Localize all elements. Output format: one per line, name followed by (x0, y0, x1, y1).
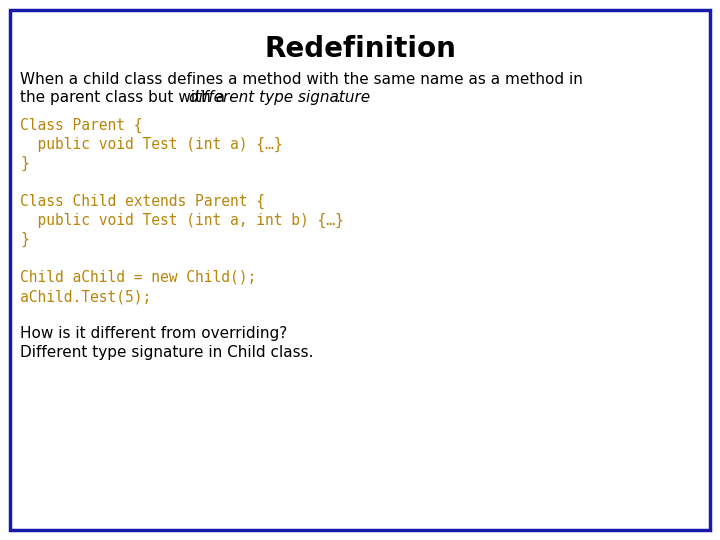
Text: }: } (20, 232, 29, 247)
Text: Different type signature in Child class.: Different type signature in Child class. (20, 345, 313, 360)
Text: How is it different from overriding?: How is it different from overriding? (20, 326, 287, 341)
Text: different type signature: different type signature (189, 90, 371, 105)
Text: Redefinition: Redefinition (264, 35, 456, 63)
FancyBboxPatch shape (10, 10, 710, 530)
Text: the parent class but with a: the parent class but with a (20, 90, 230, 105)
Text: Class Child extends Parent {: Class Child extends Parent { (20, 194, 265, 209)
Text: Child aChild = new Child();: Child aChild = new Child(); (20, 270, 256, 285)
Text: }: } (20, 156, 29, 171)
Text: Class Parent {: Class Parent { (20, 118, 143, 133)
Text: aChild.Test(5);: aChild.Test(5); (20, 289, 151, 304)
Text: When a child class defines a method with the same name as a method in: When a child class defines a method with… (20, 72, 583, 87)
Text: public void Test (int a) {…}: public void Test (int a) {…} (20, 137, 282, 152)
Text: public void Test (int a, int b) {…}: public void Test (int a, int b) {…} (20, 213, 343, 228)
Text: .: . (336, 90, 341, 105)
